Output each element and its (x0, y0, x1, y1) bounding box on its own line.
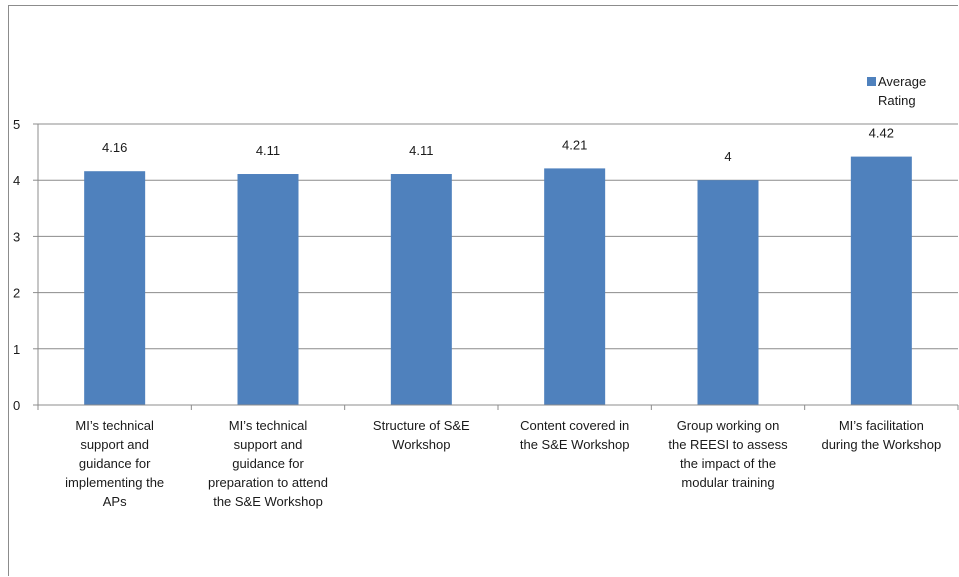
axes (33, 123, 959, 410)
y-tick-label: 4 (13, 173, 20, 188)
category-label: Workshop (392, 437, 450, 452)
category-label: during the Workshop (821, 437, 941, 452)
category-label: MI’s technical (229, 418, 308, 433)
bar (697, 180, 759, 405)
data-label: 4.11 (256, 143, 280, 158)
gridlines (38, 123, 958, 350)
bar (390, 174, 452, 405)
bar (84, 171, 146, 405)
category-label: guidance for (79, 456, 151, 471)
labels: 0 1 2 3 4 5 4.16 MI’s technical support and guida… (13, 117, 941, 509)
legend: Average Rating (867, 72, 946, 110)
y-tick-label: 1 (13, 342, 20, 357)
data-label: 4.16 (102, 140, 127, 155)
y-tick-label: 0 (13, 398, 20, 413)
legend-swatch (867, 77, 876, 86)
category-label: support and (234, 437, 303, 452)
category-label: modular training (681, 475, 774, 490)
category-label: the S&E Workshop (213, 494, 323, 509)
legend-label: Average Rating (878, 72, 946, 110)
category-label: APs (103, 494, 127, 509)
data-label: 4 (724, 149, 731, 164)
category-label: the impact of the (680, 456, 776, 471)
category-label: the REESI to assess (668, 437, 788, 452)
category-label: guidance for (232, 456, 304, 471)
category-label: Structure of S&E (373, 418, 470, 433)
data-label: 4.21 (562, 137, 587, 152)
y-tick-label: 3 (13, 229, 20, 244)
category-label: implementing the (65, 475, 164, 490)
category-label: MI’s technical (75, 418, 154, 433)
category-label: preparation to attend (208, 475, 328, 490)
bar (237, 174, 299, 405)
category-label: the S&E Workshop (520, 437, 630, 452)
y-tick-label: 2 (13, 286, 20, 301)
data-label: 4.11 (409, 143, 433, 158)
legend-label-line-2: Rating (878, 93, 916, 108)
chart-frame (8, 5, 958, 576)
y-tick-label: 5 (13, 117, 20, 132)
category-label: MI’s facilitation (839, 418, 924, 433)
category-label: Content covered in (520, 418, 629, 433)
bar (850, 156, 912, 405)
data-label: 4.42 (869, 126, 894, 141)
legend-label-line-1: Average (878, 74, 927, 89)
bar (544, 168, 606, 405)
category-label: Group working on (677, 418, 780, 433)
category-label: support and (80, 437, 149, 452)
bars (84, 156, 912, 405)
